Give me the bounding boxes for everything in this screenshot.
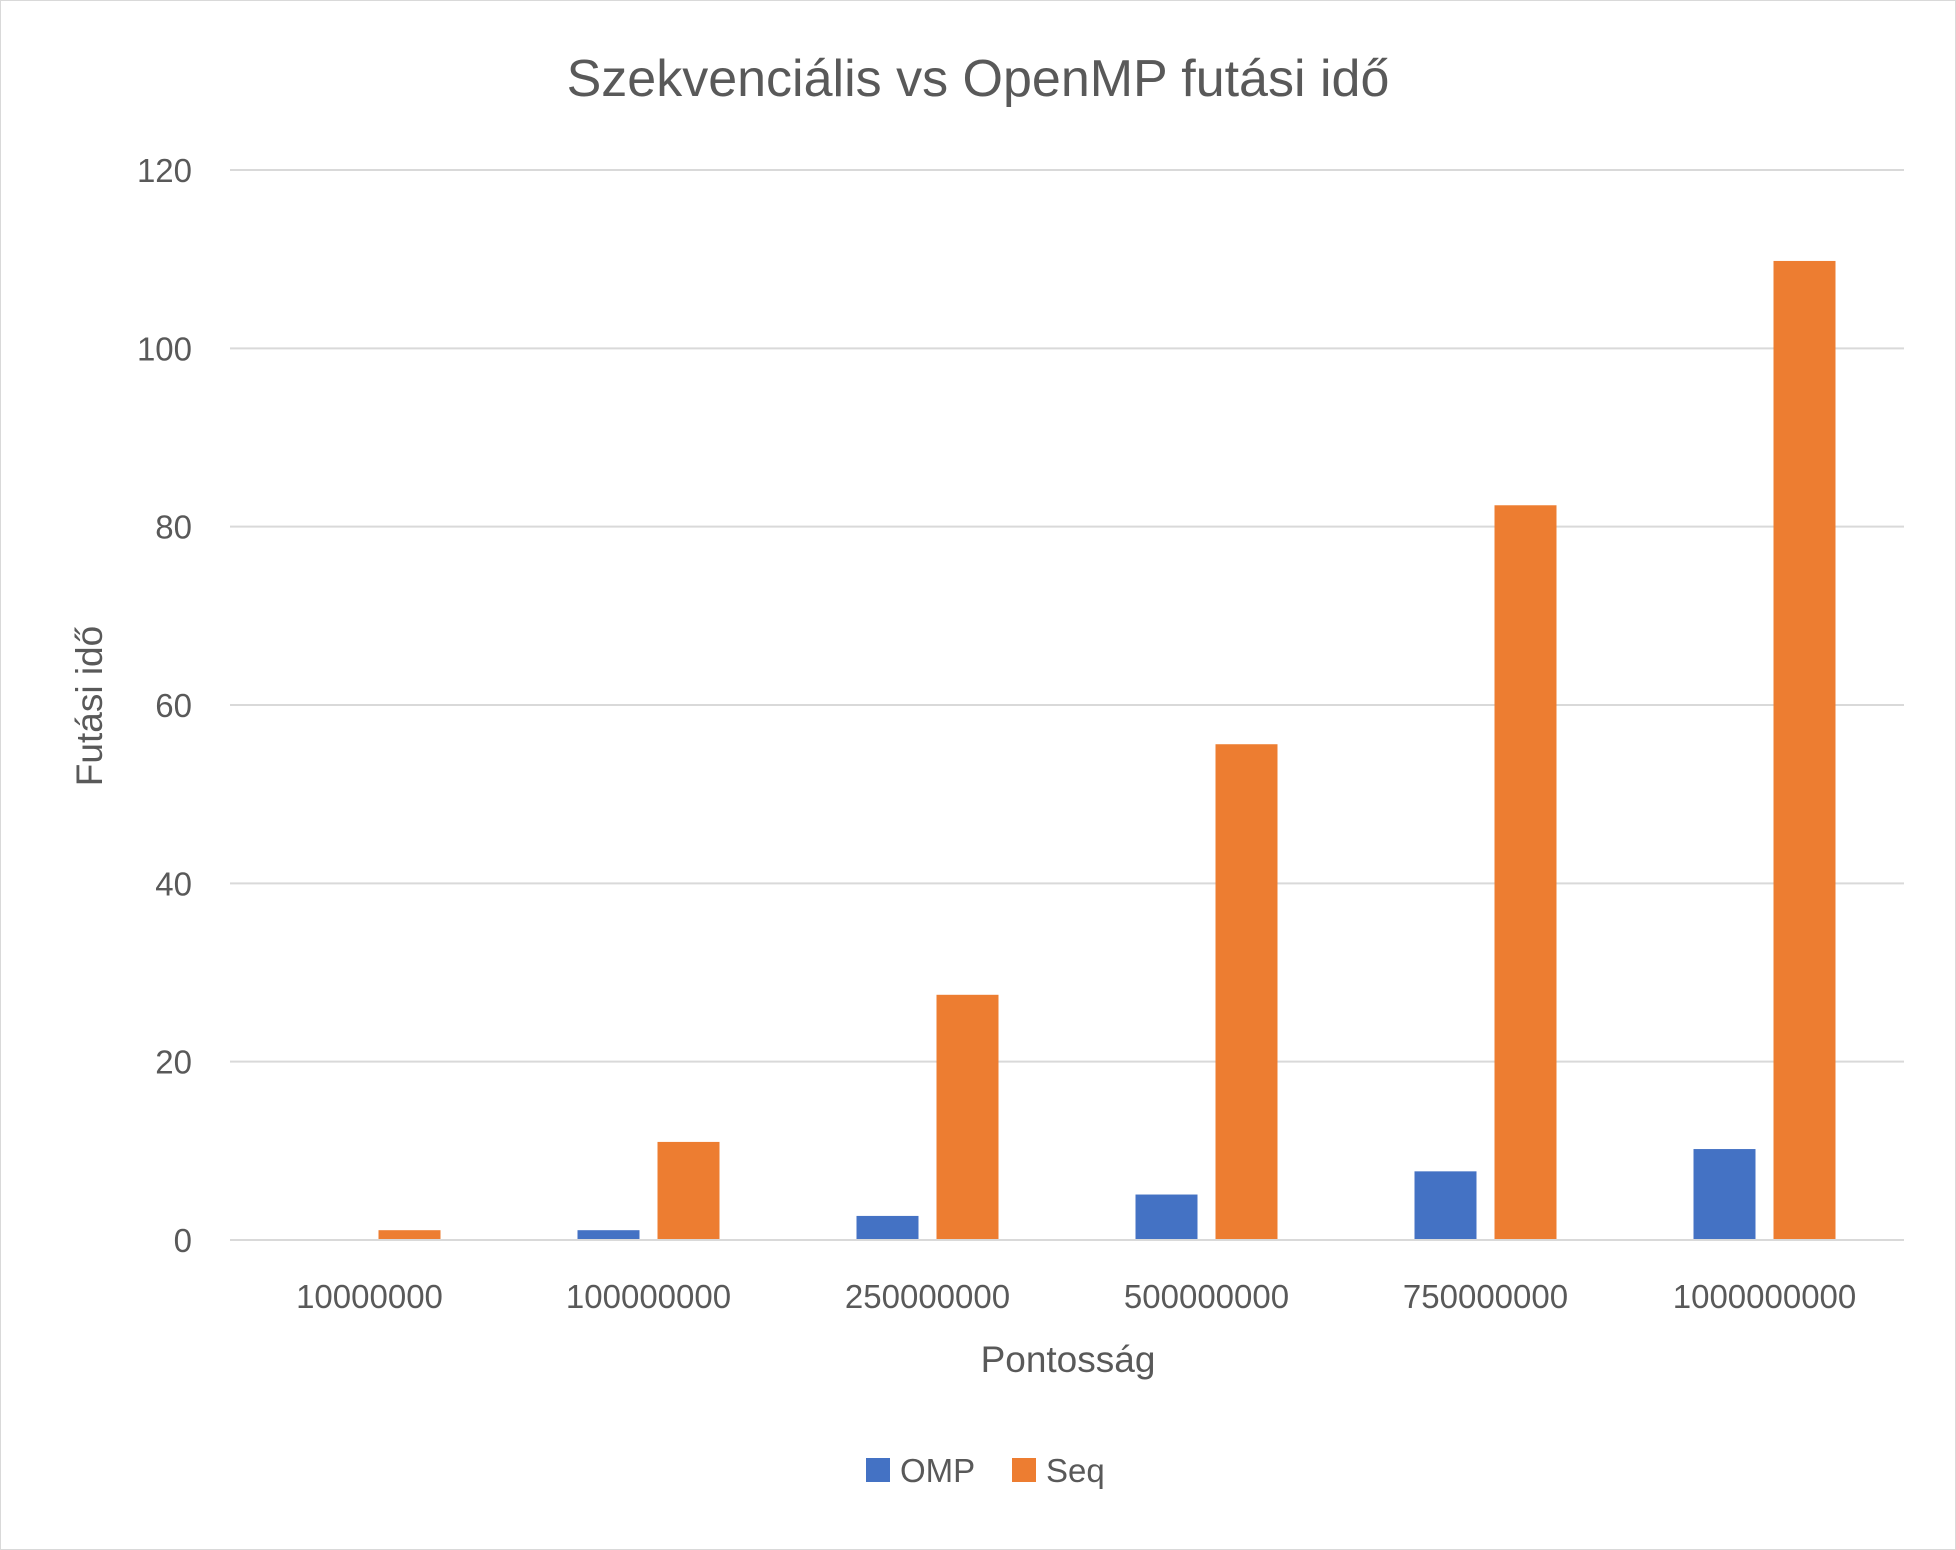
bar-seq-250000000 [936,994,999,1240]
x-tick-label: 100000000 [566,1278,731,1315]
bar-omp-500000000 [1135,1194,1198,1240]
y-axis-title: Futási idő [69,626,110,786]
legend-label-seq: Seq [1046,1452,1105,1489]
bar-seq-10000000 [378,1230,441,1240]
x-tick-label: 250000000 [845,1278,1010,1315]
bar-omp-250000000 [856,1215,919,1240]
x-axis-title: Pontosság [981,1339,1156,1380]
y-tick-label: 60 [155,687,192,724]
bar-seq-100000000 [657,1141,720,1240]
gridlines [230,169,1904,1063]
bars [298,260,1836,1240]
x-tick-label: 1000000000 [1673,1278,1857,1315]
y-tick-label: 80 [155,509,192,546]
legend-label-omp: OMP [900,1452,975,1489]
x-tick-label: 750000000 [1403,1278,1568,1315]
bar-omp-750000000 [1414,1171,1477,1240]
x-tick-label: 500000000 [1124,1278,1289,1315]
legend-swatch-seq [1012,1458,1036,1482]
x-axis-ticks: 10000000 100000000 250000000 500000000 75000… [296,1278,1856,1315]
bar-seq-1000000000 [1773,260,1836,1240]
bar-omp-100000000 [577,1230,640,1240]
legend: OMP Seq [866,1452,1105,1489]
bar-seq-500000000 [1215,744,1278,1240]
chart-title: Szekvenciális vs OpenMP futási idő [567,50,1390,108]
y-tick-label: 40 [155,865,192,902]
y-tick-label: 0 [174,1222,192,1259]
y-axis-ticks: 0 20 40 60 80 100 120 [137,152,192,1259]
y-tick-label: 100 [137,330,192,367]
y-tick-label: 120 [137,152,192,189]
bar-omp-1000000000 [1693,1149,1756,1240]
legend-swatch-omp [866,1458,890,1482]
bar-seq-750000000 [1494,505,1557,1240]
x-tick-label: 10000000 [296,1278,443,1315]
y-tick-label: 20 [155,1044,192,1081]
